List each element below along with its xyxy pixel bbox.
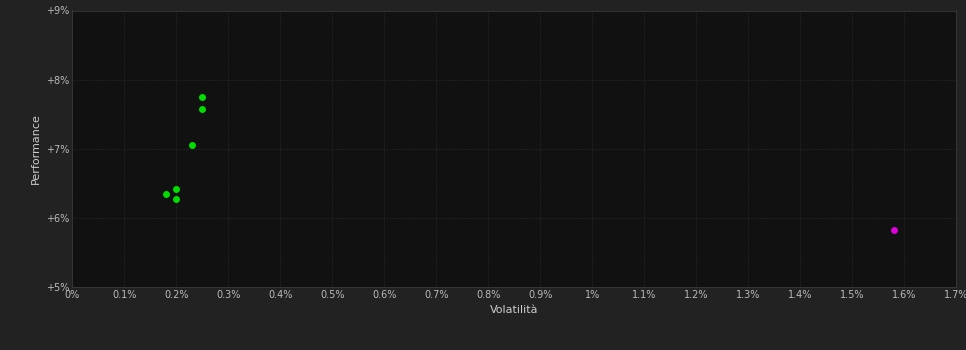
Point — [886, 227, 901, 232]
Point — [185, 142, 200, 148]
Point — [195, 94, 211, 100]
Point — [169, 196, 185, 201]
Point — [158, 191, 174, 196]
X-axis label: Volatilità: Volatilità — [490, 305, 539, 315]
Y-axis label: Performance: Performance — [31, 113, 41, 184]
Point — [169, 186, 185, 192]
Point — [195, 106, 211, 112]
